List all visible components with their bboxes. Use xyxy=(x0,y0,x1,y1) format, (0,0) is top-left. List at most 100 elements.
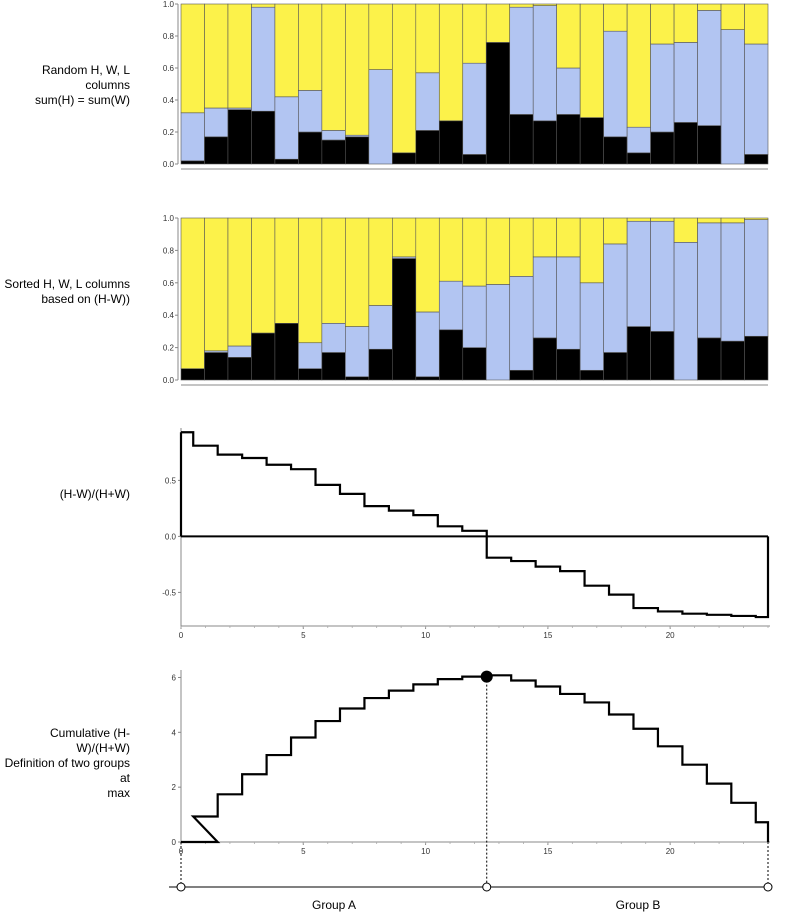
bar-h-21 xyxy=(650,331,675,381)
bar-h-12 xyxy=(438,329,464,381)
y-tick-label: 0.2 xyxy=(163,344,175,353)
bar-w-25 xyxy=(744,219,769,337)
bar-w-2 xyxy=(204,107,229,138)
bar-w-3 xyxy=(227,345,252,358)
bar-l-25 xyxy=(744,217,769,220)
ratio-step-chart: 0 5 10 15 20 -0.5 0.0 0.5 xyxy=(162,428,770,640)
bar-w-7 xyxy=(321,130,346,141)
bar-l-1 xyxy=(180,217,205,369)
bar-w-18 xyxy=(579,282,604,371)
bar-h-1 xyxy=(180,160,205,165)
bar-l-19 xyxy=(603,3,628,32)
bar-l-24 xyxy=(720,3,745,30)
y-tick-label: 0.8 xyxy=(163,32,175,41)
bar-w-5 xyxy=(274,96,299,160)
x-tick-label: 5 xyxy=(301,631,306,640)
bar-h-4 xyxy=(251,332,276,381)
y-tick-label: 4 xyxy=(172,728,177,737)
bar-w-11 xyxy=(415,72,440,131)
bar-l-21 xyxy=(650,217,675,222)
bar-h-4 xyxy=(251,110,276,165)
x-tick-label: 15 xyxy=(543,847,552,856)
cumulative-step-chart: 051015200246 xyxy=(172,670,770,856)
group-b-label: Group B xyxy=(616,898,661,912)
bar-l-14 xyxy=(485,3,511,43)
bar-h-10 xyxy=(392,152,417,165)
bar-h-20 xyxy=(626,152,651,165)
bar-h-19 xyxy=(603,352,628,381)
bar-l-10 xyxy=(392,3,417,154)
y-tick-label: 0.4 xyxy=(163,96,175,105)
bar-l-14 xyxy=(485,217,511,285)
bar-l-22 xyxy=(673,3,698,43)
bar-h-11 xyxy=(415,376,440,381)
bar-h-18 xyxy=(579,369,604,381)
bar-h-7 xyxy=(321,352,346,381)
sorted-columns-chart: 0.0 0.2 0.4 0.6 0.8 1.0 xyxy=(163,214,769,386)
y-tick-label: 1.0 xyxy=(163,214,175,223)
bar-w-13 xyxy=(462,62,487,155)
y-tick-label: 0.8 xyxy=(163,246,175,255)
bar-l-20 xyxy=(626,3,651,128)
bar-h-14 xyxy=(485,42,511,165)
bar-w-17 xyxy=(556,256,581,350)
bar-l-6 xyxy=(298,217,323,344)
bar-h-6 xyxy=(298,368,323,381)
bar-l-16 xyxy=(532,3,557,6)
bar-l-7 xyxy=(321,217,346,324)
random-columns-chart: 0.0 0.2 0.4 0.6 0.8 1.0 xyxy=(163,0,769,170)
bar-w-23 xyxy=(697,10,722,126)
bar-l-12 xyxy=(438,3,464,122)
bar-h-3 xyxy=(227,109,252,165)
bar-l-12 xyxy=(438,217,464,282)
bar-l-23 xyxy=(697,3,722,11)
bar-w-14 xyxy=(485,284,511,381)
bar-w-17 xyxy=(556,67,581,115)
bar-h-13 xyxy=(462,347,487,381)
ratio-panel-label: (H-W)/(H+W) xyxy=(59,487,130,501)
bar-w-15 xyxy=(509,276,534,371)
y-tick-label: 6 xyxy=(172,673,177,682)
bar-l-4 xyxy=(251,3,276,8)
bar-h-25 xyxy=(744,154,769,165)
bar-l-1 xyxy=(180,3,205,114)
bar-l-9 xyxy=(368,3,393,70)
bar-l-16 xyxy=(532,217,557,258)
bar-h-7 xyxy=(321,139,346,165)
bar-l-15 xyxy=(509,3,534,8)
bar-h-25 xyxy=(744,335,769,381)
group-boundary-marker xyxy=(482,882,492,892)
bar-l-13 xyxy=(462,217,487,287)
bar-h-21 xyxy=(650,131,675,165)
bar-h-17 xyxy=(556,114,581,165)
bar-h-8 xyxy=(345,136,370,165)
bar-l-23 xyxy=(697,217,722,224)
bar-l-7 xyxy=(321,3,346,131)
bar-l-24 xyxy=(720,217,745,224)
x-tick-label: 5 xyxy=(301,847,306,856)
bar-w-12 xyxy=(438,280,464,331)
bar-l-9 xyxy=(368,217,393,306)
group-a-label: Group A xyxy=(312,898,356,912)
bar-h-2 xyxy=(204,352,229,381)
bar-w-22 xyxy=(673,242,698,381)
x-tick-label: 10 xyxy=(421,631,430,640)
bar-h-9 xyxy=(368,348,393,381)
bar-l-10 xyxy=(392,217,417,258)
bar-l-22 xyxy=(673,217,698,243)
bar-w-15 xyxy=(509,6,534,115)
bar-l-17 xyxy=(556,3,581,69)
bar-l-13 xyxy=(462,3,487,64)
y-tick-label: 0.4 xyxy=(163,311,175,320)
bar-w-16 xyxy=(532,5,557,122)
bar-h-8 xyxy=(345,376,370,381)
group-boundary-marker xyxy=(176,882,186,892)
step-line xyxy=(181,674,770,844)
bar-h-17 xyxy=(556,348,581,381)
step-line xyxy=(181,431,770,619)
y-tick-label: 0 xyxy=(172,838,177,847)
bar-w-19 xyxy=(603,30,628,138)
bar-h-20 xyxy=(626,326,651,381)
bar-h-11 xyxy=(415,130,440,165)
